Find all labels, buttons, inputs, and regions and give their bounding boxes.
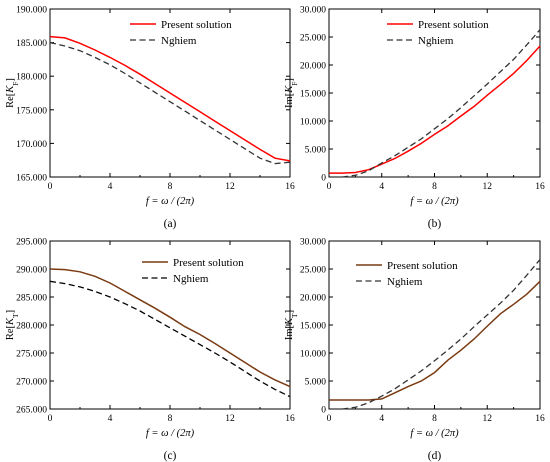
x-tick-label: 16 [285,182,295,192]
x-tick-label: 0 [327,414,332,424]
series-line-present-solution [49,35,291,162]
x-tick-label: 0 [48,414,53,424]
y-tick-label: 20.000 [300,62,326,72]
y-tick-label: 20.000 [300,294,326,304]
series-line-nghiem [49,280,291,398]
x-axis-label: f = ω / (2π) [410,428,459,439]
series-line-present-solution [329,280,541,401]
legend-label: Present solution [161,19,232,31]
y-axis-label: Re[KF] [5,78,20,108]
plot-frame [49,240,291,410]
chart-panel: 0 4 8 12 16 0 5.000 10.000 15.000 20.000 25.000 30.… [300,238,545,462]
x-tick-label: 0 [327,182,332,192]
legend-label: Nghiem [173,273,209,285]
y-tick-label: 30.000 [300,238,326,248]
panel-label: (d) [428,450,442,462]
x-tick-label: 12 [483,414,493,424]
y-tick-label: 270.000 [16,378,47,388]
legend-label: Nghiem [418,35,454,47]
y-tick-label: 280.000 [16,322,47,332]
legend-label: Nghiem [161,35,197,47]
series-line-nghiem [342,29,541,178]
x-tick-label: 12 [225,414,235,424]
y-tick-label: 25.000 [300,34,326,44]
x-tick-label: 8 [168,182,173,192]
x-tick-label: 16 [535,182,545,192]
x-tick-label: 0 [48,182,53,192]
x-tick-label: 12 [483,182,493,192]
y-tick-label: 190.000 [16,6,47,16]
y-tick-label: 5.000 [305,378,327,388]
y-tick-label: 265.000 [16,406,47,416]
legend-label: Present solution [418,19,489,31]
panel-label: (b) [428,218,442,230]
y-axis-label: Im[KF] [284,78,299,108]
y-tick-label: 25.000 [300,266,326,276]
series-line-present-solution [49,268,291,388]
series-line-nghiem [49,41,291,165]
x-tick-label: 4 [379,414,384,424]
y-tick-label: 0 [321,174,326,184]
x-tick-label: 4 [379,182,384,192]
x-tick-label: 16 [285,414,295,424]
x-tick-label: 4 [108,414,113,424]
legend-label: Nghiem [387,276,423,288]
chart-panel: 0 4 8 12 16 265.000 270.000 275.000 280.000 285.0… [16,238,295,462]
y-tick-label: 10.000 [300,118,326,128]
y-axis-label: Im[KT] [284,310,299,340]
y-tick-label: 15.000 [300,322,326,332]
y-tick-label: 10.000 [300,350,326,360]
y-tick-label: 170.000 [16,140,47,150]
x-tick-label: 16 [535,414,545,424]
x-tick-label: 8 [432,182,437,192]
y-tick-label: 0 [321,406,326,416]
y-tick-label: 180.000 [16,73,47,83]
chart-panel: 0 4 8 12 16 165.000 170.000 175.000 180.000 185.0… [16,6,295,231]
series-line-present-solution [329,45,541,174]
x-tick-label: 8 [168,414,173,424]
y-tick-label: 295.000 [16,238,47,248]
y-tick-label: 185.000 [16,39,47,49]
legend-label: Present solution [387,260,458,272]
y-tick-label: 165.000 [16,174,47,184]
x-axis-label: f = ω / (2π) [146,428,195,439]
legend-label: Present solution [173,257,244,269]
x-axis-label: f = ω / (2π) [146,196,195,207]
x-axis-label: f = ω / (2π) [410,196,459,207]
y-axis-label: Re[KT] [5,310,20,340]
y-tick-label: 175.000 [16,106,47,116]
y-tick-label: 290.000 [16,266,47,276]
x-tick-label: 12 [225,182,235,192]
y-tick-label: 15.000 [300,90,326,100]
chart-panel: 0 4 8 12 16 0 5.000 10.000 15.000 20.000 25.000 30.… [300,6,545,231]
y-tick-label: 285.000 [16,294,47,304]
y-tick-label: 275.000 [16,350,47,360]
panel-label: (a) [164,218,177,230]
y-tick-label: 30.000 [300,6,326,16]
series-line-nghiem [342,259,541,410]
y-tick-label: 5.000 [305,146,327,156]
panel-label: (c) [164,450,177,462]
x-tick-label: 8 [432,414,437,424]
x-tick-label: 4 [108,182,113,192]
